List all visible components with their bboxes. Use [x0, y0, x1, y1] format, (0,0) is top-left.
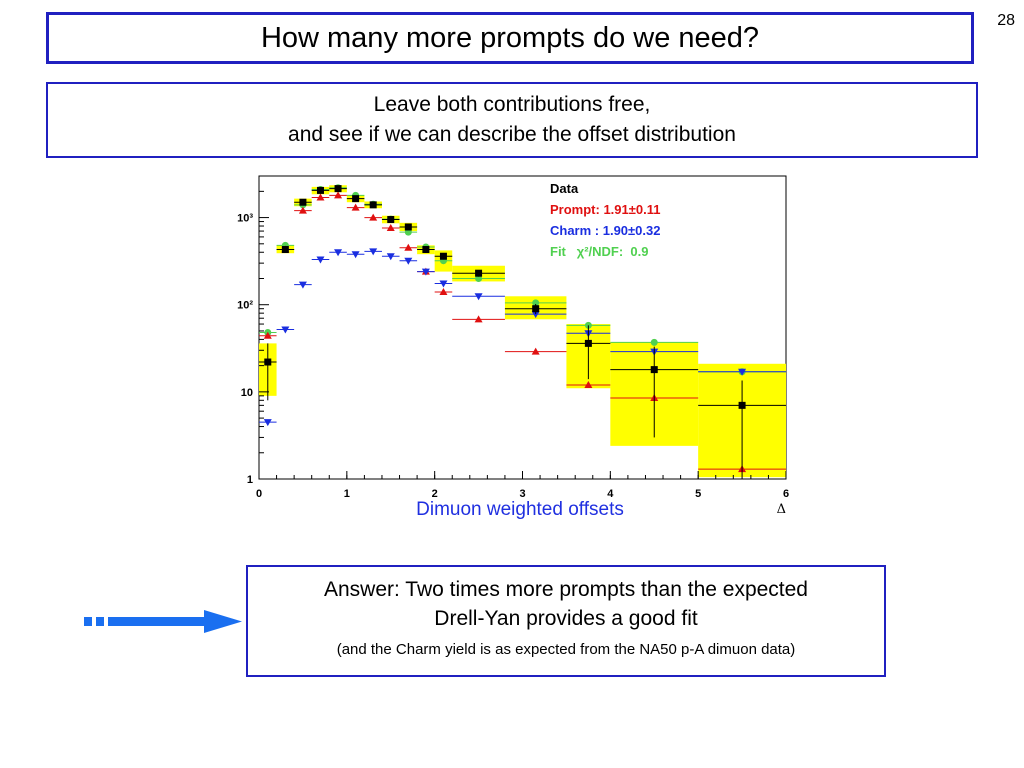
legend-prompt: Prompt: 1.91±0.11: [550, 202, 660, 217]
prompt-marker-5: [351, 203, 360, 211]
x-tick-label-3: 3: [519, 488, 525, 500]
pointer-arrow-icon: [84, 610, 242, 633]
page-number: 28: [997, 12, 1015, 29]
data-marker-1: [281, 246, 289, 254]
fit-point-12: [532, 299, 540, 307]
charm-marker-10: [439, 280, 448, 288]
answer-box: Answer: Two times more prompts than the …: [246, 565, 886, 677]
slide-title: How many more prompts do we need?: [260, 21, 760, 54]
data-marker-8: [404, 223, 412, 231]
charm-marker-6: [369, 248, 378, 256]
prompt-marker-6: [369, 213, 378, 221]
answer-line-2: Drell-Yan provides a good fit: [434, 607, 698, 630]
data-marker-5: [352, 195, 360, 203]
data-marker-10: [439, 252, 447, 260]
x-tick-label-4: 4: [607, 488, 614, 500]
y-tick-label-0: 1: [247, 474, 253, 486]
charm-marker-5: [351, 251, 360, 259]
data-marker-15: [738, 401, 746, 409]
data-marker-12: [532, 305, 540, 313]
charm-marker-11: [474, 293, 483, 301]
data-marker-9: [422, 246, 430, 254]
arrow-d1-part: [84, 617, 92, 626]
subtitle-line-2: and see if we can describe the offset di…: [288, 123, 736, 146]
legend-charm: Charm : 1.90±0.32: [550, 223, 660, 238]
prompt-marker-13: [584, 380, 593, 388]
prompt-marker-3: [316, 193, 325, 201]
data-marker-6: [369, 201, 377, 209]
legend-title: Data: [550, 181, 579, 196]
data-marker-2: [299, 198, 307, 206]
data-marker-13: [584, 339, 592, 347]
legend-fit: Fit χ²/NDF: 0.9: [550, 244, 648, 259]
prompt-marker-4: [334, 191, 343, 199]
answer-note: (and the Charm yield is as expected from…: [336, 641, 796, 658]
prompt-marker-8: [404, 243, 413, 251]
x-tick-label-0: 0: [256, 488, 262, 500]
x-axis-caption: Dimuon weighted offsets: [416, 499, 624, 520]
charm-series: [259, 248, 786, 427]
arrow-body-part: [108, 617, 208, 626]
arrow-d2-part: [96, 617, 104, 626]
prompt-marker-10: [439, 287, 448, 295]
prompt-marker-7: [386, 223, 395, 231]
data-series: [259, 185, 786, 479]
data-marker-11: [475, 269, 483, 277]
x-axis-label: Δ: [777, 502, 786, 513]
arrow-head-part: [204, 610, 242, 633]
subtitle-line-1: Leave both contributions free,: [373, 93, 651, 116]
data-marker-7: [387, 216, 395, 224]
charm-marker-15: [738, 368, 747, 376]
y-tick-label-1: 10: [241, 387, 253, 399]
x-tick-label-2: 2: [432, 488, 438, 500]
charm-marker-4: [334, 249, 343, 257]
charm-marker-9: [421, 268, 430, 276]
prompt-marker-11: [474, 315, 483, 323]
y-tick-label-2: 10²: [237, 300, 253, 312]
charm-marker-2: [298, 281, 307, 289]
data-marker-0: [264, 358, 272, 366]
charm-marker-3: [316, 256, 325, 264]
prompt-marker-0: [263, 331, 272, 339]
charm-marker-8: [404, 257, 413, 265]
answer-line-1: Answer: Two times more prompts than the …: [323, 578, 808, 601]
charm-marker-1: [281, 326, 290, 334]
charm-marker-0: [263, 419, 272, 427]
charm-marker-7: [386, 253, 395, 261]
charm-marker-12: [531, 311, 540, 319]
legend: Data Prompt: 1.91±0.11 Charm : 1.90±0.32…: [550, 181, 660, 259]
slide-title-box: How many more prompts do we need?: [46, 12, 974, 64]
fit-point-11: [475, 274, 483, 282]
prompt-marker-2: [298, 206, 307, 214]
data-marker-4: [334, 185, 342, 193]
data-marker-14: [650, 366, 658, 374]
prompt-marker-12: [531, 347, 540, 355]
x-tick-label-1: 1: [344, 488, 350, 500]
fit-point-14: [650, 338, 658, 346]
x-tick-label-5: 5: [695, 488, 701, 500]
subtitle-box: Leave both contributions free, and see i…: [46, 82, 978, 158]
data-marker-3: [316, 186, 324, 194]
y-tick-label-3: 10³: [237, 213, 253, 225]
x-tick-label-6: 6: [783, 488, 789, 500]
